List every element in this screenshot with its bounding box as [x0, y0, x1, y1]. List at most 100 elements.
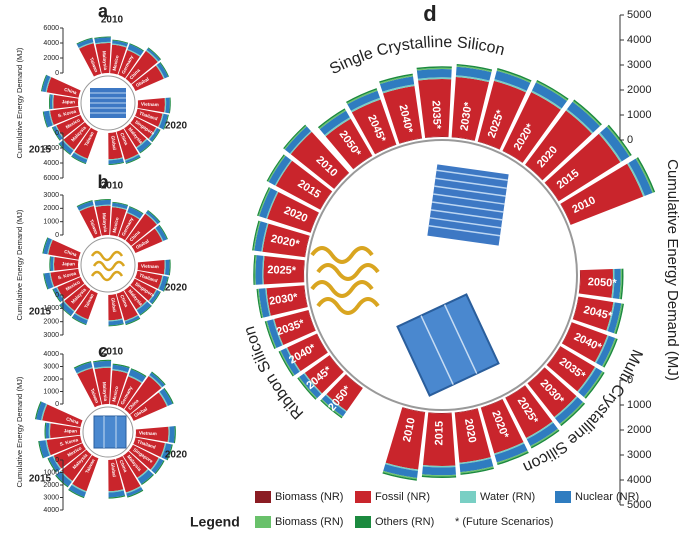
category-label: Global — [133, 406, 148, 418]
bar-segment — [48, 110, 54, 126]
bar-segment — [326, 374, 363, 411]
bar-segment — [286, 347, 301, 372]
bar-segment — [135, 426, 169, 442]
bar-segment — [578, 367, 603, 397]
bar-segment — [73, 361, 92, 369]
bar-segment — [304, 355, 344, 394]
year-label: 2010 — [101, 181, 124, 192]
tick-label: 2000 — [43, 319, 59, 326]
bar-segment — [454, 408, 491, 463]
bar-segment — [460, 466, 494, 474]
bar-segment — [68, 489, 85, 499]
bar-segment — [496, 450, 529, 464]
bar-segment — [374, 144, 397, 155]
bar-segment — [169, 97, 171, 114]
bar-segment — [607, 124, 632, 156]
tick-label: 1000 — [627, 109, 651, 121]
bar-segment — [49, 94, 53, 110]
category-label: Mexico — [112, 217, 120, 233]
bar-segment — [421, 475, 457, 478]
bar-segment — [127, 49, 141, 57]
category-label: S. Korea — [57, 271, 77, 281]
bar-segment — [112, 201, 129, 206]
bar-segment — [109, 370, 128, 406]
tick-label: 2000 — [43, 376, 59, 383]
bar-segment — [127, 206, 143, 219]
panel-letter: c — [98, 341, 108, 361]
bar-segment — [161, 443, 172, 460]
bar-segment — [154, 227, 164, 242]
category-label: 2015 — [433, 421, 445, 446]
bar-segment — [125, 213, 157, 246]
bar-segment — [256, 288, 263, 319]
bar-segment — [47, 239, 53, 255]
tick-label: 0 — [55, 232, 59, 239]
bar-segment — [603, 338, 618, 368]
category-label: 2020 — [462, 418, 478, 444]
bar-segment — [125, 317, 141, 326]
bar-segment — [502, 92, 561, 163]
bar-segment — [45, 422, 50, 439]
bar-segment — [383, 464, 418, 478]
bar-segment — [112, 39, 129, 44]
tick-label: 2000 — [43, 205, 59, 212]
bar-segment — [117, 376, 142, 409]
legend-swatch — [355, 491, 371, 503]
bar-segment — [129, 43, 144, 52]
category-label: Vietnam — [141, 264, 159, 270]
bar-segment — [156, 62, 169, 79]
bar-segment — [36, 401, 47, 421]
tick-label: 2000 — [43, 55, 59, 62]
bar-segment — [137, 468, 149, 479]
bar-segment — [546, 346, 561, 366]
bar-segment — [257, 187, 270, 217]
axis-title: Cumulative Energy Demand (MJ) — [15, 376, 24, 487]
bar-segment — [451, 136, 475, 141]
bar-segment — [265, 288, 271, 317]
bar-segment — [125, 50, 158, 84]
bar-segment — [63, 301, 75, 312]
bar-segment — [455, 66, 492, 81]
legend-swatch — [355, 516, 371, 528]
bar-segment — [416, 66, 452, 70]
tick-label: 3000 — [627, 449, 651, 461]
bar-segment — [573, 296, 614, 331]
bar-segment — [79, 43, 101, 77]
bar-segment — [137, 98, 165, 113]
bar-segment — [79, 204, 94, 212]
bar-segment — [275, 160, 332, 210]
bar-segment — [55, 125, 64, 139]
bar-segment — [77, 368, 102, 408]
panel-letter: b — [98, 172, 109, 192]
bar-segment — [48, 239, 81, 260]
bar-segment — [112, 202, 128, 209]
bar-segment — [131, 65, 164, 92]
tick-label: 5000 — [627, 499, 651, 511]
bar-segment — [46, 77, 81, 98]
bar-segment — [619, 268, 622, 300]
bar-segment — [124, 285, 147, 310]
bar-segment — [163, 259, 166, 275]
bar-segment — [136, 301, 152, 315]
category-label: China — [66, 416, 80, 425]
bar-segment — [42, 404, 83, 428]
bar-segment — [112, 369, 128, 374]
bar-segment — [167, 426, 170, 443]
bar-segment — [346, 88, 378, 104]
bar-segment — [126, 212, 140, 220]
bar-segment — [636, 157, 656, 193]
bar-segment — [279, 350, 295, 376]
bar-segment — [155, 64, 165, 79]
bar-segment — [422, 465, 456, 468]
bar-segment — [118, 213, 140, 241]
small-icon-c — [93, 415, 127, 449]
bar-segment — [63, 122, 91, 150]
bar-segment — [379, 75, 414, 85]
bar-segment — [382, 470, 418, 480]
bar-segment — [51, 127, 61, 141]
bar-segment — [255, 255, 264, 285]
axis-title: Cumulative Energy Demand (MJ) — [664, 159, 681, 381]
bar-segment — [110, 44, 127, 75]
tick-label: 1000 — [43, 469, 59, 476]
bar-segment — [95, 43, 111, 74]
